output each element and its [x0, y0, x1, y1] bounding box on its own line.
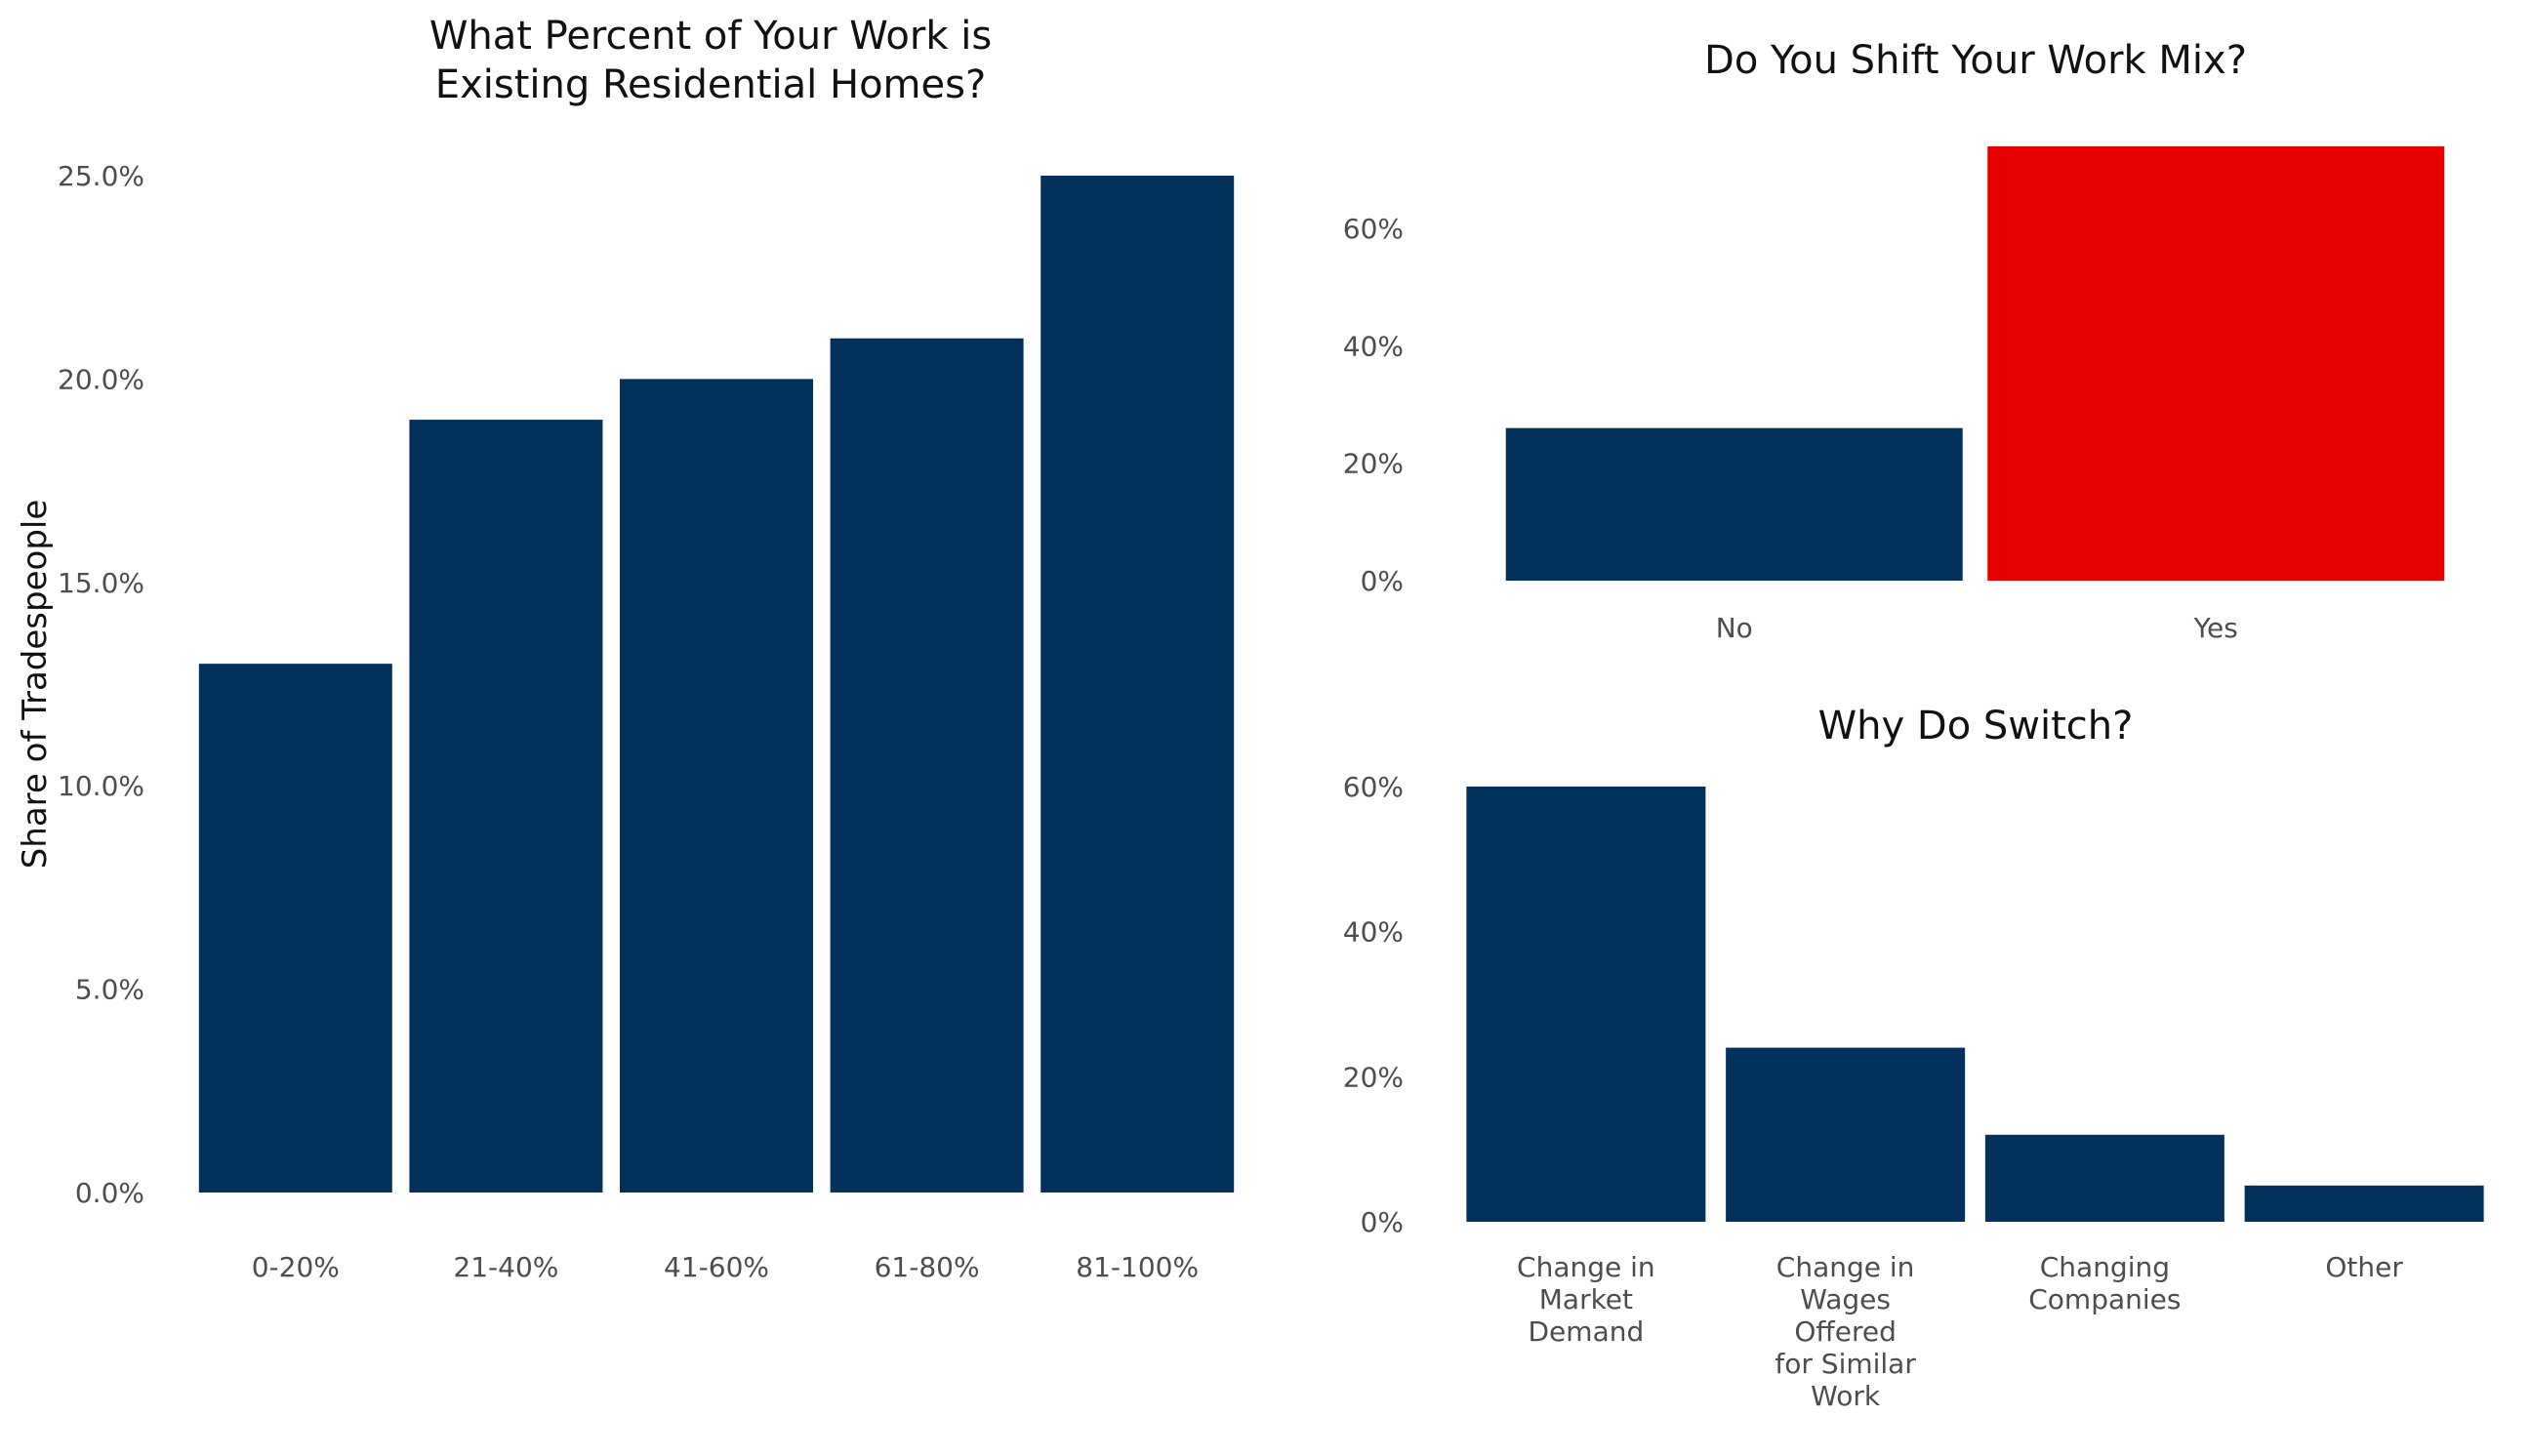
- y-tick-label: 15.0%: [58, 567, 144, 599]
- bar: [198, 664, 392, 1193]
- bar: [830, 338, 1024, 1193]
- bar: [1041, 176, 1235, 1193]
- x-tick-label: for Similar: [1775, 1348, 1916, 1380]
- x-tick-label: Offered: [1794, 1315, 1896, 1348]
- y-tick-label: 60%: [1343, 213, 1404, 245]
- y-tick-label: 40%: [1343, 330, 1404, 362]
- x-tick-label: 0-20%: [252, 1251, 340, 1283]
- x-tick-label: Market: [1539, 1283, 1633, 1315]
- y-tick-label: 20.0%: [58, 363, 144, 395]
- bar: [1726, 1047, 1966, 1222]
- bar: [1984, 1134, 2224, 1222]
- y-tick-label: 25.0%: [58, 160, 144, 192]
- x-tick-label: 61-80%: [875, 1251, 980, 1283]
- chart-title: Existing Residential Homes?: [435, 62, 986, 107]
- x-tick-label: 81-100%: [1076, 1251, 1199, 1283]
- chart-shift: Do You Shift Your Work Mix? 0% 20% 40% 60% No…: [1343, 38, 2445, 644]
- x-tick-label: Demand: [1529, 1315, 1645, 1348]
- x-tick-label: Change in: [1776, 1251, 1915, 1283]
- y-tick-label: 40%: [1343, 916, 1404, 949]
- x-tick-label: Wages: [1800, 1283, 1891, 1315]
- x-tick-label: Other: [2325, 1251, 2403, 1283]
- chart-title: Why Do Switch?: [1818, 704, 2134, 748]
- x-tick-label: 41-60%: [664, 1251, 769, 1283]
- x-tick-label: Changing: [2040, 1251, 2170, 1283]
- y-tick-label: 5.0%: [75, 974, 144, 1006]
- y-tick-label: 0.0%: [75, 1177, 144, 1209]
- x-tick-label: 21-40%: [453, 1251, 558, 1283]
- x-tick-label: Change in: [1517, 1251, 1655, 1283]
- bar: [1505, 427, 1963, 581]
- y-tick-label: 20%: [1343, 448, 1404, 480]
- bar: [620, 379, 813, 1193]
- y-tick-label: 60%: [1343, 771, 1404, 803]
- y-axis-label: Share of Tradespeople: [16, 500, 55, 870]
- chart-title: Do You Shift Your Work Mix?: [1704, 38, 2247, 83]
- x-tick-label: Yes: [2193, 612, 2238, 644]
- chart-switch: Why Do Switch?0%20%40%60%Change inMarket…: [1343, 704, 2484, 1412]
- y-tick-label: 20%: [1343, 1061, 1404, 1093]
- x-tick-label: Work: [1811, 1380, 1881, 1412]
- bar: [409, 420, 603, 1193]
- x-tick-label: Companies: [2028, 1283, 2181, 1315]
- bar: [1466, 787, 1706, 1222]
- bar: [1987, 146, 2445, 581]
- y-tick-label: 10.0%: [58, 770, 144, 802]
- y-tick-label: 0%: [1361, 1206, 1404, 1238]
- x-tick-label: No: [1716, 612, 1753, 644]
- chart-title: What Percent of Your Work is: [429, 14, 992, 59]
- y-tick-label: 0%: [1361, 565, 1404, 597]
- bar: [2244, 1185, 2484, 1222]
